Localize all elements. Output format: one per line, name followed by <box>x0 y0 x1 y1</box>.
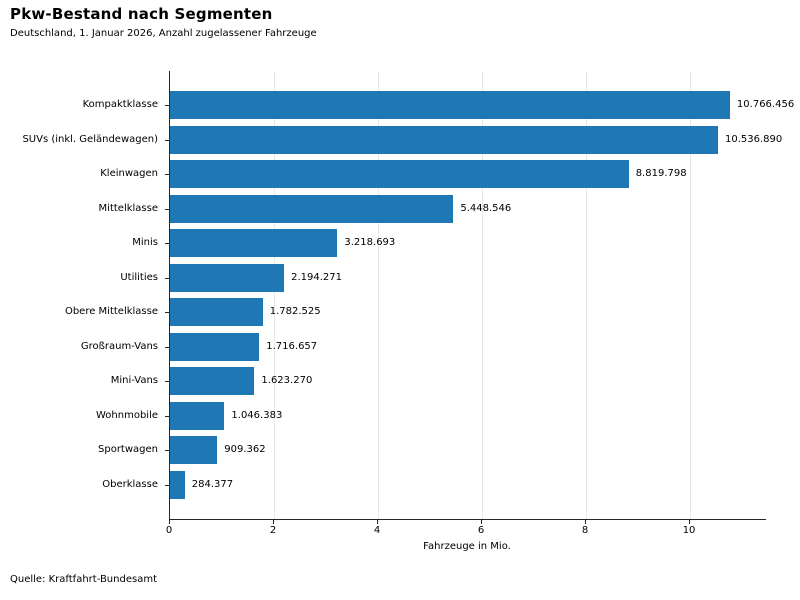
bar-kompaktklasse <box>170 91 730 120</box>
x-tick-label: 6 <box>477 525 485 536</box>
bar-suvs-inkl-gel-ndewagen- <box>170 125 718 154</box>
x-tick-label: 0 <box>165 525 173 536</box>
category-label: Utilities <box>120 271 158 283</box>
x-tick-mark <box>377 520 379 524</box>
chart-title: Pkw-Bestand nach Segmenten <box>10 5 273 23</box>
bar-wohnmobile <box>170 401 225 430</box>
bar-gro-raum-vans <box>170 332 260 361</box>
x-axis-label: Fahrzeuge in Mio. <box>423 541 511 552</box>
x-tick-mark <box>585 520 587 524</box>
value-label: 3.218.693 <box>344 237 396 249</box>
x-tick-label: 8 <box>581 525 589 536</box>
y-tick-mark <box>165 139 169 141</box>
x-tick-label: 10 <box>682 525 696 536</box>
gridline-x-8 <box>586 71 588 519</box>
value-label: 909.362 <box>224 444 266 456</box>
gridline-x-2 <box>274 71 275 519</box>
chart-subtitle: Deutschland, 1. Januar 2026, Anzahl zuge… <box>10 28 317 39</box>
category-label: Oberklasse <box>102 478 158 490</box>
y-tick-mark <box>165 484 169 486</box>
y-tick-mark <box>165 381 169 383</box>
x-tick-mark <box>689 520 691 524</box>
category-label: Kleinwagen <box>100 168 158 180</box>
bar-minis <box>170 229 338 258</box>
value-label: 1.046.383 <box>231 409 283 421</box>
x-tick-mark <box>481 520 483 524</box>
gridline-x-10 <box>690 71 692 519</box>
category-label: Wohnmobile <box>95 409 158 421</box>
y-tick-mark <box>165 415 169 417</box>
y-tick-mark <box>165 312 169 314</box>
x-tick-label: 2 <box>269 525 277 536</box>
bar-obere-mittelklasse <box>170 298 263 327</box>
value-label: 5.448.546 <box>460 202 512 214</box>
category-label: Mittelklasse <box>98 202 158 214</box>
y-tick-mark <box>165 174 169 176</box>
y-tick-mark <box>165 243 169 245</box>
value-label: 10.766.456 <box>736 99 795 111</box>
value-label: 284.377 <box>191 478 234 490</box>
category-label: Mini-Vans <box>110 375 158 387</box>
x-tick-label: 4 <box>373 525 381 536</box>
value-label: 10.536.890 <box>724 133 783 145</box>
value-label: 1.623.270 <box>261 375 313 387</box>
value-label: 8.819.798 <box>635 168 687 180</box>
plot-area: 10.766.456 10.536.890 8.819.798 5.448.546 3.… <box>169 71 794 520</box>
category-label: Großraum-Vans <box>80 340 158 352</box>
x-tick-mark <box>169 520 170 524</box>
y-tick-mark <box>165 277 169 279</box>
value-label: 1.782.525 <box>269 306 321 318</box>
value-label: 2.194.271 <box>291 271 343 283</box>
y-tick-mark <box>165 208 169 210</box>
category-label: Kompaktklasse <box>82 99 158 111</box>
y-tick-mark <box>165 105 169 107</box>
y-tick-mark <box>165 346 169 348</box>
value-label: 1.716.657 <box>266 340 318 352</box>
bar-mittelklasse <box>170 194 454 223</box>
bar-utilities <box>170 263 285 292</box>
bar-sportwagen <box>170 436 218 465</box>
bar-oberklasse <box>170 470 185 499</box>
gridline-x-6 <box>482 71 484 519</box>
category-label: Sportwagen <box>98 444 158 456</box>
x-tick-mark <box>273 520 274 524</box>
category-label: Minis <box>132 237 158 249</box>
source-note: Quelle: Kraftfahrt-Bundesamt <box>10 574 157 585</box>
category-label: Obere Mittelklasse <box>64 306 158 318</box>
gridline-x-4 <box>378 71 380 519</box>
bar-kleinwagen <box>170 160 629 189</box>
bar-mini-vans <box>170 367 255 396</box>
category-label: SUVs (inkl. Geländewagen) <box>22 133 158 145</box>
y-tick-mark <box>165 450 169 452</box>
